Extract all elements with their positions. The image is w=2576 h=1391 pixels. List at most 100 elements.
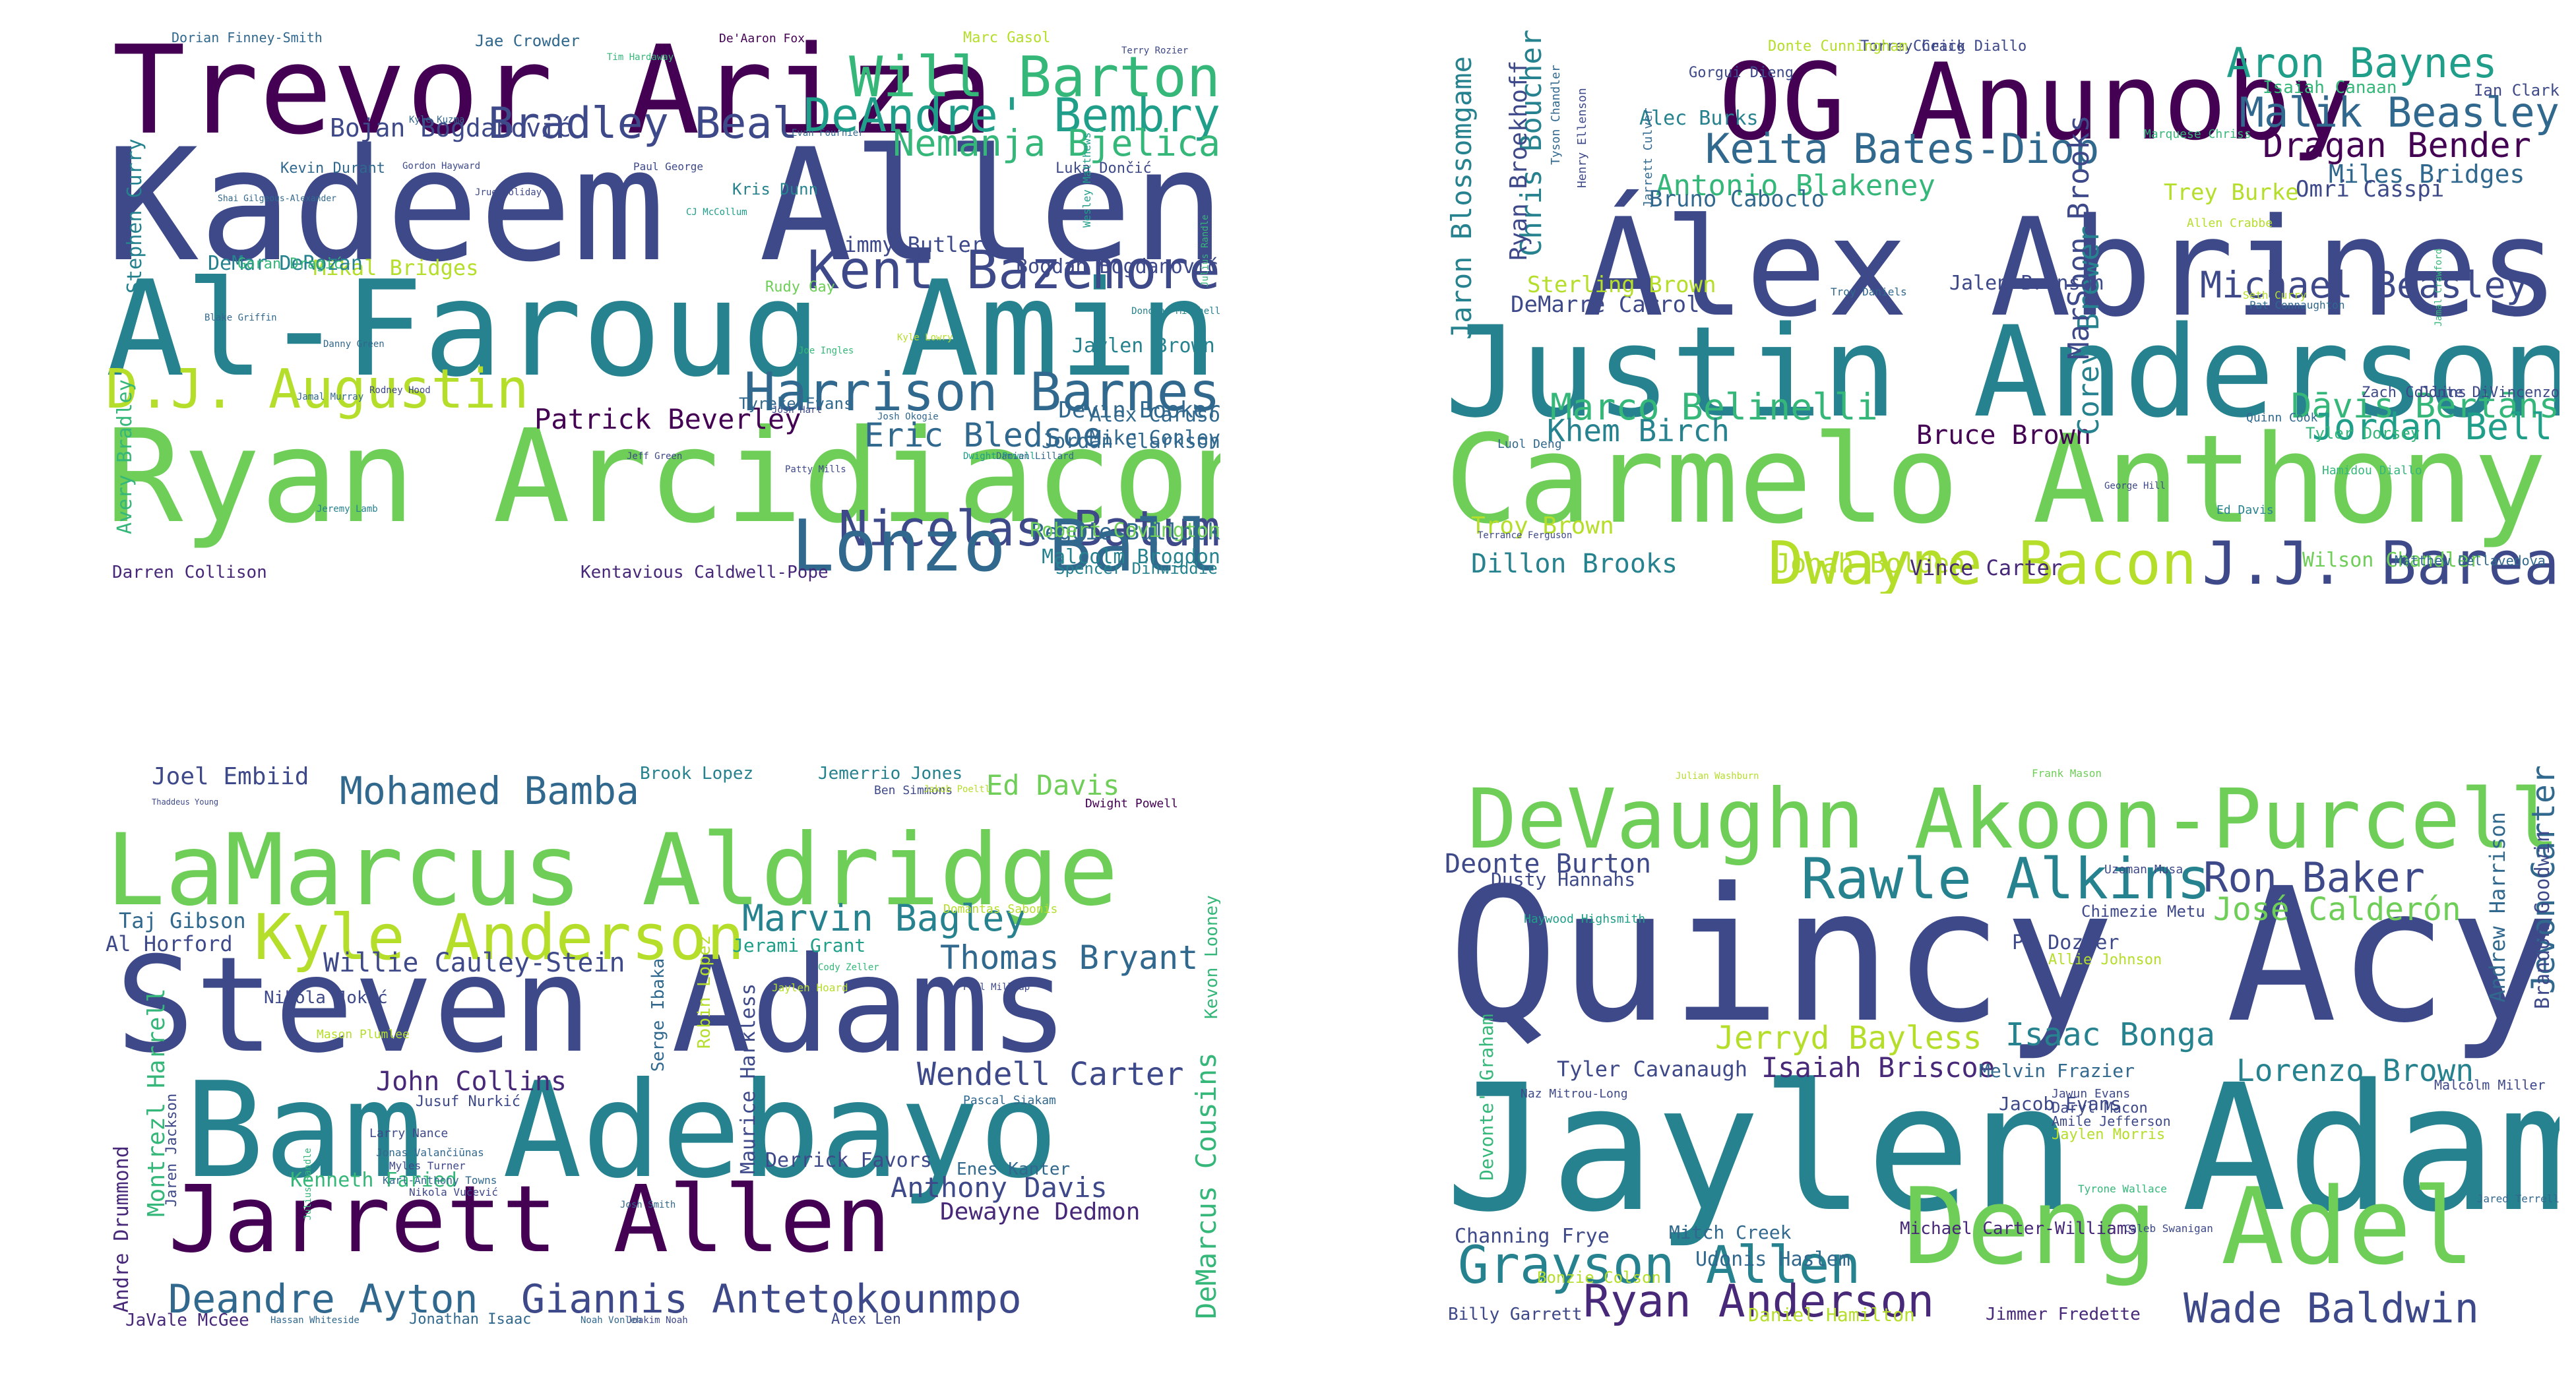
- cloud-word: Kevin Durant: [280, 160, 385, 177]
- cloud-word: Robert Covington: [1030, 519, 1220, 542]
- cloud-word: Troy Brown: [1471, 512, 1614, 540]
- cloud-word: Jerryd Bayless: [1715, 1020, 1982, 1057]
- cloud-word: Bogdan Bogdanović: [1016, 255, 1219, 278]
- cloud-word: Will Barton: [849, 45, 1220, 110]
- cloud-word: Rodney Hood: [369, 385, 431, 396]
- cloud-word: Udonis Haslem: [1695, 1248, 1850, 1271]
- cloud-word: Kevon Looney: [1202, 895, 1220, 1019]
- cloud-word: Justin Anderson: [1445, 299, 2560, 445]
- cloud-word: Ed Davis: [2216, 503, 2274, 517]
- cloud-word: Daryl Macon: [2052, 1100, 2148, 1117]
- cloud-word: Josh Hart: [772, 405, 822, 416]
- cloud-word: Vince Carter: [1910, 555, 2063, 580]
- cloud-word: Spencer Dinwiddie: [1055, 559, 1218, 578]
- cloud-word: Josh Okogie: [877, 412, 939, 422]
- cloud-word: John Collins: [376, 1066, 567, 1097]
- cloud-word: Rawle Alkins: [1801, 846, 2211, 912]
- cloud-word: Paul George: [633, 160, 703, 173]
- cloud-word: DeVaughn Akoon-Purcell: [1467, 772, 2560, 867]
- cloud-word: Caleb Swanigan: [2124, 1222, 2213, 1235]
- cloud-word: Melvin Frazier: [1979, 1060, 2135, 1082]
- cloud-word: Darren Collison: [112, 563, 267, 582]
- cloud-word: Joe Ingles: [798, 346, 854, 356]
- cloud-word: Damian Lillard: [996, 451, 1075, 462]
- cloud-word: Andrew Harrison: [2485, 812, 2510, 1003]
- cloud-word: DeMarcus Cousins: [1190, 1052, 1220, 1319]
- cloud-word: Devin Booker: [1058, 397, 1220, 423]
- cloud-word: Troy Daniels: [1831, 286, 1907, 298]
- cloud-word: Jimmer Fredette: [1986, 1305, 2141, 1324]
- cloud-word: Hassan Whiteside: [270, 1315, 360, 1326]
- cloud-word: Jaron Blossomgame: [1445, 56, 1478, 340]
- cloud-word: Jarrett Culver: [1641, 108, 1655, 208]
- cloud-word: Dillon Brooks: [1471, 549, 1678, 579]
- cloud-word: Al Horford: [106, 931, 233, 956]
- cloud-word: Jusuf Nurkić: [416, 1094, 520, 1110]
- cloud-word: Torrey Craig: [1860, 38, 1965, 55]
- cloud-word: Antonio Blakeney: [1656, 169, 1935, 202]
- cloud-word: Dāvis Bertāns: [2291, 386, 2560, 426]
- cloud-word: Kyle Lowry: [897, 332, 953, 343]
- cloud-word: Mike Conley: [1089, 427, 1220, 450]
- cloud-word: Mason Plumlee: [317, 1028, 410, 1041]
- cloud-word: Nikola Vučević: [409, 1186, 498, 1198]
- cloud-word: Giannis Antetokounmpo: [521, 1276, 1022, 1322]
- cloud-word: Marc Gasol: [963, 30, 1051, 46]
- cloud-word: Derrick Favors: [765, 1149, 932, 1172]
- cloud-word: Mikal Bridges: [313, 255, 479, 280]
- cloud-word: Shai Gilgeous-Alexander: [218, 194, 337, 204]
- cloud-word: Evan Fournier: [792, 128, 864, 139]
- cloud-word: Myles Turner: [389, 1159, 466, 1172]
- cloud-word: Ryan Arcidiacono: [106, 402, 1220, 551]
- cloud-word: Andre Drummond: [110, 1146, 133, 1313]
- cloud-word: Julius Randle: [303, 1148, 313, 1220]
- cloud-word: Seth Curry: [2243, 289, 2307, 301]
- cloud-word: Noah Vonleh: [581, 1315, 642, 1326]
- cloud-word: Miles Bridges: [2329, 160, 2525, 189]
- cloud-word: Marco Belinelli: [1550, 386, 1878, 428]
- cloud-word: Grayson Allen: [1458, 1236, 1861, 1295]
- cloud-word: Michael Carter-Williams: [1900, 1219, 2138, 1239]
- cloud-word: Jaylen Brown: [1072, 334, 1215, 357]
- cloud-word: Jonathan Isaac: [409, 1311, 532, 1328]
- cloud-word: Deng Adel: [1903, 1165, 2475, 1288]
- cloud-word: Matthew Dellavedova: [2395, 553, 2546, 569]
- cloud-word: Willie Cauley-Stein: [323, 948, 625, 978]
- cloud-word: Donovan Mitchell: [1131, 306, 1220, 317]
- cloud-word: Chimezie Metu: [2081, 902, 2205, 921]
- cloud-word: Devonte' Graham: [1476, 1014, 1497, 1181]
- cloud-word: Harrison Barnes: [743, 361, 1220, 423]
- cloud-word: Jeremy Lamb: [317, 504, 378, 514]
- cloud-word: CJ McCollum: [686, 207, 747, 218]
- cloud-word: Cheick Diallo: [1913, 38, 2027, 55]
- cloud-word: Kris Dunn: [732, 180, 819, 199]
- cloud-word: Bam Adebayo: [185, 1054, 1059, 1208]
- cloud-word: Isaiah Canaan: [2263, 78, 2397, 98]
- cloud-word: Michael Beasley: [2200, 264, 2528, 306]
- cloud-word: PJ Dozier: [2012, 931, 2120, 954]
- cloud-word: Ian Clark: [2473, 81, 2560, 100]
- cloud-word: Blake Griffin: [204, 313, 277, 323]
- cloud-word: Aron Baynes: [2226, 39, 2497, 87]
- cloud-word: Lorenzo Brown: [2236, 1053, 2474, 1088]
- cloud-word: Paul Millsap: [963, 982, 1030, 993]
- cloud-word: Gorgui Dieng: [1689, 65, 1794, 81]
- cloud-word: Jalen Brunson: [1949, 272, 2104, 295]
- cloud-word: Dewayne Dedmon: [940, 1198, 1141, 1225]
- cloud-word: Dusty Hannahs: [1491, 869, 1636, 890]
- cloud-word: Wendell Carter: [917, 1056, 1184, 1093]
- word-cloud-bottom-left: Steven Adams Bam Adebayo LaMarcus Aldridge…: [106, 765, 1220, 1329]
- cloud-word: Jaylen Adams: [1445, 1047, 2560, 1251]
- cloud-word: Bradley Beal: [488, 99, 798, 148]
- cloud-word: Dwight Powell: [1085, 797, 1178, 811]
- cloud-word: Nemanja Bjelica: [893, 122, 1220, 164]
- cloud-word: José Calderón: [2213, 891, 2461, 928]
- cloud-word: Uzoman Musa: [2104, 863, 2183, 877]
- cloud-word: Jaylen Hoard: [772, 981, 848, 994]
- cloud-word: Marvin Bagley: [742, 897, 1026, 939]
- cloud-word: Khem Birch: [1547, 413, 1730, 448]
- cloud-word: Wilson Chandler: [2302, 549, 2481, 572]
- cloud-word: Reggie Bullock: [1031, 519, 1220, 545]
- cloud-word: D.J. Augustin: [106, 358, 529, 421]
- cloud-word: Álex Abrines: [1582, 190, 2560, 347]
